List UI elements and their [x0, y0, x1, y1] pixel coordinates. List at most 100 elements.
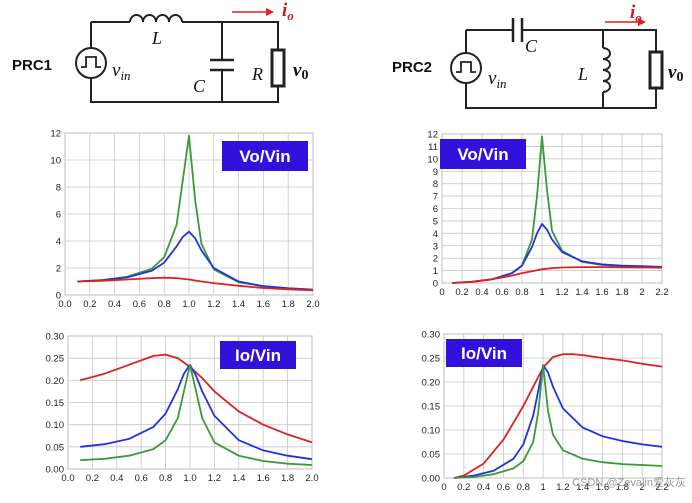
y-tick-label: 0.00 [46, 465, 65, 476]
y-tick-label: 12 [427, 130, 438, 141]
x-tick-label: 2.2 [655, 287, 668, 298]
x-tick-label: 1.6 [257, 299, 270, 310]
x-tick-label: 0 [441, 482, 446, 493]
x-tick-label: 0.6 [133, 299, 146, 310]
series-line-green [80, 363, 313, 466]
x-tick-label: 2.2 [655, 482, 668, 493]
title-badge [222, 141, 308, 171]
series-line-red [453, 353, 663, 479]
prc1-current-label: i [282, 0, 288, 21]
prc1-resistor [270, 48, 286, 88]
x-tick-label: 1 [539, 287, 544, 298]
x-tick-label: 1.2 [556, 482, 569, 493]
prc2-circuit: PRC2 C L vin v0 io [392, 2, 683, 109]
x-tick-label: 0.2 [86, 473, 99, 484]
prc2-capacitor [511, 18, 524, 42]
chart-prc1-io-vin: 0.0 0.2 0.4 0.6 0.8 1.0 1.2 1.4 1.6 1.8 2.0 0.00 0.0… [46, 332, 319, 485]
y-tick-label: 11 [428, 142, 438, 153]
svg-text:v0: v0 [293, 60, 308, 83]
x-tick-label: 0.8 [515, 287, 528, 298]
chart-title: Vo/Vin [457, 145, 508, 164]
svg-text:C: C [193, 76, 206, 96]
x-tick-label: 1.4 [575, 287, 588, 298]
prc1-output-label: v [293, 60, 302, 81]
x-tick-label: 0.0 [61, 473, 74, 484]
x-tick-label: 0.0 [58, 299, 71, 310]
x-tick-label: 1.6 [595, 287, 608, 298]
x-tick-label: 1.4 [576, 482, 589, 493]
x-tick-label: 1.2 [208, 473, 221, 484]
y-tick-label: 0.20 [46, 376, 65, 387]
x-tick-label: 1.0 [182, 299, 195, 310]
chart-prc2-io-vin: 0 0.2 0.4 0.6 0.8 1 1.2 1.4 1.6 1.8 2 2.2 0.00 0.05 0.… [422, 330, 669, 494]
y-tick-label: 0.15 [422, 402, 441, 413]
x-tick-label: 0.4 [475, 287, 488, 298]
prc1-source-sub: in [120, 68, 130, 83]
prc2-output-label: v [668, 62, 677, 83]
svg-text:io: io [630, 2, 642, 25]
x-tick-label: 0.4 [477, 482, 490, 493]
watermark: CSDN @Zevalin爱灰灰 [572, 475, 686, 489]
y-tick-label: 0.10 [46, 420, 65, 431]
y-tick-label: 0.15 [46, 398, 65, 409]
title-badge [440, 139, 526, 169]
y-tick-label: 9 [433, 167, 438, 178]
svg-text:vin: vin [488, 68, 507, 91]
y-tick-label: 8 [56, 183, 61, 194]
prc2-inductor [602, 47, 611, 93]
series-line-blue [453, 364, 663, 479]
prc1-current-sub: o [287, 8, 294, 23]
prc2-source-icon [450, 52, 482, 84]
prc1-output-sub: 0 [301, 68, 308, 83]
chart-title: Io/Vin [235, 346, 281, 365]
x-tick-label: 0.8 [158, 299, 171, 310]
y-tick-label: 0.00 [422, 474, 441, 485]
chart-prc2-vo-vin: 0 0.2 0.4 0.6 0.8 1 1.2 1.4 1.6 1.8 2 2.20123456789… [427, 130, 668, 299]
x-tick-label: 2.0 [306, 299, 319, 310]
prc2-resistor [648, 50, 664, 90]
title-badge [446, 339, 522, 367]
x-tick-label: 1.4 [232, 299, 245, 310]
x-tick-label: 2.0 [305, 473, 318, 484]
y-tick-label: 5 [433, 216, 438, 227]
x-tick-label: 0.2 [457, 482, 470, 493]
y-tick-label: 0.30 [46, 332, 65, 343]
x-tick-label: 1.2 [207, 299, 220, 310]
x-tick-label: 0.4 [110, 473, 123, 484]
y-tick-label: 4 [56, 237, 61, 248]
chart-title: Io/Vin [461, 344, 507, 363]
x-tick-label: 0.2 [455, 287, 468, 298]
y-tick-label: 0.30 [422, 330, 441, 341]
y-tick-label: 1 [433, 266, 438, 277]
x-tick-label: 0.6 [495, 287, 508, 298]
prc2-label: PRC2 [392, 59, 432, 76]
x-tick-label: 2 [639, 287, 644, 298]
prc2-inductor-label: L [577, 64, 588, 84]
y-tick-label: 2 [56, 264, 61, 275]
y-tick-label: 3 [433, 241, 438, 252]
y-tick-label: 0.05 [422, 450, 441, 461]
prc2-source-label: v [488, 68, 497, 89]
title-badge [220, 341, 296, 369]
x-tick-label: 0.8 [517, 482, 530, 493]
prc1-wires [90, 21, 279, 103]
y-tick-label: 6 [56, 210, 61, 221]
prc2-current-sub: o [635, 10, 642, 25]
prc1-resistor-label: R [251, 64, 263, 84]
x-tick-label: 1.8 [281, 473, 294, 484]
y-tick-label: 7 [433, 192, 438, 203]
y-tick-label: 0.20 [422, 378, 441, 389]
prc2-source-sub: in [496, 76, 506, 91]
svg-text:io: io [282, 0, 294, 23]
prc2-capacitor-label: C [525, 36, 538, 56]
prc1-source-icon [75, 47, 107, 79]
prc1-inductor [129, 14, 183, 23]
svg-text:vin: vin [112, 60, 131, 83]
series-line-red [451, 266, 663, 284]
y-tick-label: 10 [427, 154, 438, 165]
prc1-capacitor [210, 58, 234, 72]
x-tick-label: 1.4 [232, 473, 245, 484]
prc2-wires [465, 29, 657, 109]
prc2-output-sub: 0 [676, 70, 683, 85]
